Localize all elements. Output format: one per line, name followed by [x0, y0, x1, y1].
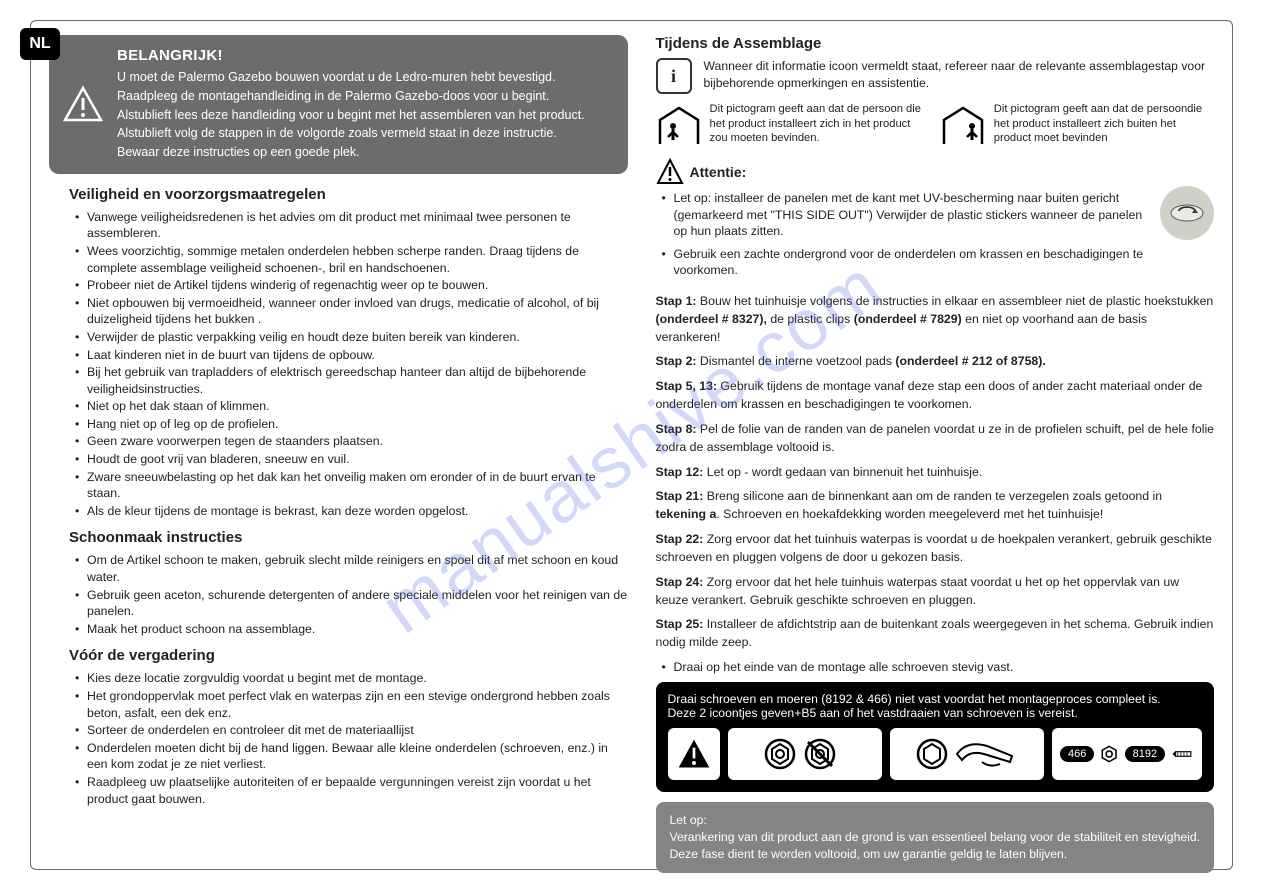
part-pill: 8192: [1125, 746, 1165, 762]
section-title-safety: Veiligheid en voorzorgsmaatregelen: [69, 186, 628, 203]
attention-list: Let op: installeer de panelen met de kan…: [656, 190, 1215, 279]
step-line: Stap 25: Installeer de afdichtstrip aan …: [656, 616, 1215, 652]
important-line: Bewaar deze instructies op een goede ple…: [117, 143, 585, 162]
important-line: Raadpleeg de montagehandleiding in de Pa…: [117, 87, 585, 106]
info-text: Wanneer dit informatie icoon vermeldt st…: [704, 58, 1215, 92]
list-item: Geen zware voorwerpen tegen de staanders…: [75, 433, 628, 450]
nut-icon: [1100, 742, 1118, 766]
step-line: Stap 5, 13: Gebruik tijdens de montage v…: [656, 378, 1215, 414]
screw-icon: [1171, 744, 1194, 764]
step-line: Stap 24: Zorg ervoor dat het hele tuinhu…: [656, 574, 1215, 610]
list-item: Als de kleur tijdens de montage is bekra…: [75, 503, 628, 520]
attention-header: Attentie:: [656, 158, 1215, 186]
important-line: Alstublieft lees deze handleiding voor u…: [117, 106, 585, 125]
before-list: Kies deze locatie zorgvuldig voordat u b…: [69, 670, 628, 807]
outside-person-icon: [940, 102, 986, 148]
cleaning-list: Om de Artikel schoon te maken, gebruik s…: [69, 552, 628, 637]
final-bullet: Draai op het einde van de montage alle s…: [662, 659, 1215, 676]
list-item: Bij het gebruik van trapladders of elekt…: [75, 364, 628, 397]
section-title-before: Vóór de vergadering: [69, 647, 628, 664]
page-frame: BELANGRIJK! U moet de Palermo Gazebo bou…: [30, 20, 1233, 870]
step-line: Stap 8: Pel de folie van de randen van d…: [656, 421, 1215, 457]
list-item: Laat kinderen niet in de buurt van tijde…: [75, 347, 628, 364]
pictogram-row: Dit pictogram geeft aan dat de persoon d…: [656, 102, 1215, 148]
list-item: Wees voorzichtig, sommige metalen onderd…: [75, 243, 628, 276]
list-item: Gebruik geen aceton, schurende detergent…: [75, 587, 628, 620]
warning-icon-box: [668, 728, 720, 780]
black-box-line: Deze 2 icoontjes geven+B5 aan of het vas…: [668, 706, 1203, 720]
list-item: Hang niet op of leg op de profielen.: [75, 416, 628, 433]
safety-list: Vanwege veiligheidsredenen is het advies…: [69, 209, 628, 520]
step-line: Stap 1: Bouw het tuinhuisje volgens de i…: [656, 293, 1215, 346]
pictogram-text-outside: Dit pictogram geeft aan dat de persoondi…: [994, 102, 1214, 146]
wrench-tighten-icon: [890, 728, 1044, 780]
step-line: Stap 22: Zorg ervoor dat het tuinhuis wa…: [656, 531, 1215, 567]
list-item: Maak het product schoon na assemblage.: [75, 621, 628, 638]
warning-icon: [63, 84, 103, 124]
left-column: BELANGRIJK! U moet de Palermo Gazebo bou…: [69, 35, 628, 851]
language-badge: NL: [20, 28, 60, 60]
list-item: Onderdelen moeten dicht bij de hand ligg…: [75, 740, 628, 773]
list-item: Gebruik een zachte ondergrond voor de on…: [662, 246, 1155, 279]
attention-icon: [656, 158, 684, 186]
info-row: i Wanneer dit informatie icoon vermeldt …: [656, 58, 1215, 94]
step-line: Stap 21: Breng silicone aan de binnenkan…: [656, 488, 1215, 524]
bolt-no-tighten-icon: [728, 728, 882, 780]
list-item: Let op: installeer de panelen met de kan…: [662, 190, 1155, 240]
section-title-cleaning: Schoonmaak instructies: [69, 529, 628, 546]
part-pill: 466: [1060, 746, 1094, 762]
important-line: Alstublieft volg de stappen in de volgor…: [117, 124, 585, 143]
list-item: Niet opbouwen bij vermoeidheid, wanneer …: [75, 295, 628, 328]
steps-block: Stap 1: Bouw het tuinhuisje volgens de i…: [656, 293, 1215, 676]
list-item: Om de Artikel schoon te maken, gebruik s…: [75, 552, 628, 585]
list-item: Kies deze locatie zorgvuldig voordat u b…: [75, 670, 628, 687]
important-box: BELANGRIJK! U moet de Palermo Gazebo bou…: [49, 35, 628, 174]
inside-person-icon: [656, 102, 702, 148]
note-box: Let op: Verankering van dit product aan …: [656, 802, 1215, 873]
list-item: Verwijder de plastic verpakking veilig e…: [75, 329, 628, 346]
list-item: Sorteer de onderdelen en controleer dit …: [75, 722, 628, 739]
important-title: BELANGRIJK!: [117, 47, 585, 64]
list-item: Zware sneeuwbelasting op het dak kan het…: [75, 469, 628, 502]
pictogram-text-inside: Dit pictogram geeft aan dat de persoon d…: [710, 102, 930, 146]
parts-box: 466 8192: [1052, 728, 1202, 780]
attention-title: Attentie:: [690, 164, 747, 180]
section-title-assembly: Tijdens de Assemblage: [656, 35, 1215, 52]
list-item: Raadpleeg uw plaatselijke autoriteiten o…: [75, 774, 628, 807]
list-item: Niet op het dak staan of klimmen.: [75, 398, 628, 415]
important-line: U moet de Palermo Gazebo bouwen voordat …: [117, 68, 585, 87]
list-item: Houdt de goot vrij van bladeren, sneeuw …: [75, 451, 628, 468]
note-title: Let op:: [670, 812, 1201, 829]
list-item: Probeer niet de Artikel tijdens winderig…: [75, 277, 628, 294]
black-warning-box: Draai schroeven en moeren (8192 & 466) n…: [656, 682, 1215, 792]
panel-rotate-icon: [1160, 186, 1214, 240]
note-text: Verankering van dit product aan de grond…: [670, 829, 1201, 863]
list-item: Het grondoppervlak moet perfect vlak en …: [75, 688, 628, 721]
right-column: Tijdens de Assemblage i Wanneer dit info…: [656, 35, 1215, 851]
step-line: Stap 2: Dismantel de interne voetzool pa…: [656, 353, 1215, 371]
step-line: Stap 12: Let op - wordt gedaan van binne…: [656, 464, 1215, 482]
list-item: Vanwege veiligheidsredenen is het advies…: [75, 209, 628, 242]
info-icon: i: [656, 58, 692, 94]
black-box-line: Draai schroeven en moeren (8192 & 466) n…: [668, 692, 1203, 706]
